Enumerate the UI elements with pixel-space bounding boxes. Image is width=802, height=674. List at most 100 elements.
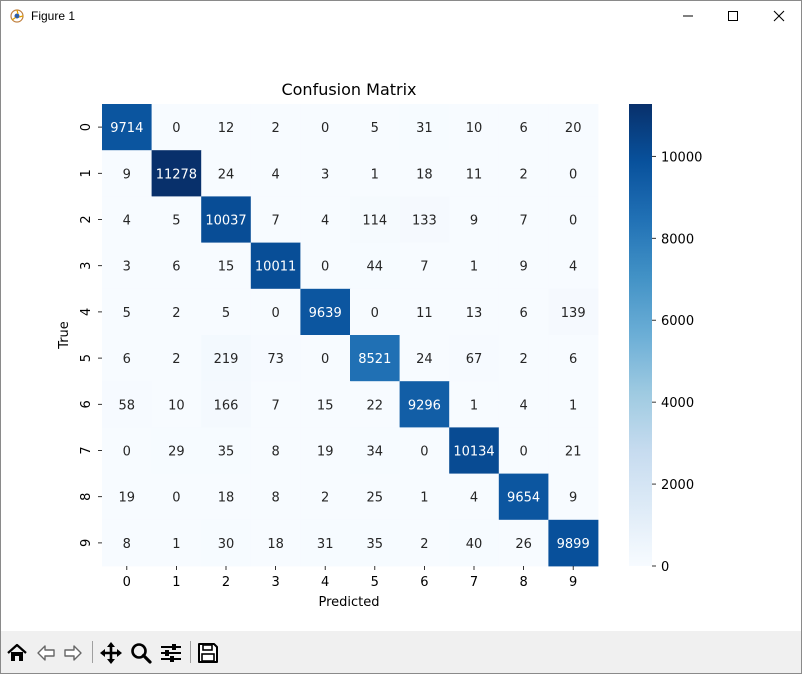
zoom-magnifier-icon xyxy=(131,643,152,664)
heatmap-cell xyxy=(399,150,450,197)
heatmap-cell xyxy=(498,519,549,567)
pan-button[interactable] xyxy=(98,640,124,666)
figure-canvas[interactable]: 9714 0 12 2 0 5 31 10 6 20 9 11278 24 4 3 1 18 11 2 0 4 5 1003… xyxy=(1,31,801,631)
heatmap-cell xyxy=(300,242,351,290)
heatmap-cell xyxy=(151,519,202,567)
title-bar[interactable]: Figure 1 xyxy=(1,1,801,31)
heatmap-cell xyxy=(449,519,500,567)
cell-value-label: 0 xyxy=(569,214,577,229)
y-tick-label: 9 xyxy=(79,539,94,547)
heatmap-cell xyxy=(449,242,500,290)
y-axis-label: True xyxy=(57,321,72,350)
heatmap-cell xyxy=(151,473,202,521)
app-icon xyxy=(9,8,25,24)
cell-value-label: 31 xyxy=(317,537,334,552)
heatmap-cell xyxy=(350,519,400,567)
heatmap-cell xyxy=(498,150,549,197)
heatmap-cell xyxy=(201,288,252,336)
cell-value-label: 0 xyxy=(371,306,379,321)
heatmap-cell xyxy=(399,335,450,382)
heatmap-cell xyxy=(350,288,400,336)
heatmap-cell xyxy=(201,335,252,382)
chart-title: Confusion Matrix xyxy=(281,80,416,99)
cell-value-label: 219 xyxy=(214,352,239,367)
cell-value-label: 0 xyxy=(321,260,329,275)
cell-value-label: 10037 xyxy=(205,214,246,229)
heatmap-cell xyxy=(548,288,599,336)
cell-value-label: 10134 xyxy=(453,445,494,460)
y-tick-label: 5 xyxy=(79,354,94,362)
cell-value-label: 19 xyxy=(317,445,334,460)
cell-value-label: 9 xyxy=(519,260,527,275)
cell-value-label: 7 xyxy=(271,214,279,229)
cell-value-label: 73 xyxy=(267,352,284,367)
heatmap-cell xyxy=(151,104,202,151)
cell-value-label: 6 xyxy=(519,306,527,321)
heatmap-cell xyxy=(151,288,202,336)
heatmap-cell xyxy=(201,242,252,290)
minimize-icon xyxy=(683,15,693,17)
cell-value-label: 3 xyxy=(321,167,329,182)
heatmap-cell xyxy=(350,473,400,521)
cell-value-label: 0 xyxy=(569,167,577,182)
heatmap-cell xyxy=(449,473,500,521)
cell-value-label: 11 xyxy=(416,306,433,321)
home-button[interactable] xyxy=(4,640,30,666)
toolbar-separator xyxy=(92,641,93,663)
cell-value-label: 12 xyxy=(218,121,235,136)
save-button[interactable] xyxy=(195,640,221,666)
cell-value-label: 34 xyxy=(367,445,384,460)
heatmap-cell xyxy=(102,381,152,428)
cell-value-label: 5 xyxy=(123,306,131,321)
cell-value-label: 1 xyxy=(470,398,478,413)
x-tick-label: 5 xyxy=(371,575,379,590)
cell-value-label: 8 xyxy=(123,537,131,552)
colorbar-tick-label: 4000 xyxy=(661,396,694,411)
heatmap-cell xyxy=(250,381,301,428)
heatmap-cell xyxy=(102,242,152,290)
cell-value-label: 18 xyxy=(416,167,433,182)
heatmap-cell xyxy=(498,335,549,382)
colorbar-tick-label: 0 xyxy=(661,560,669,575)
cell-value-label: 40 xyxy=(466,537,483,552)
colorbar-gradient xyxy=(629,104,652,566)
heatmap-cell xyxy=(102,288,152,336)
zoom-button[interactable] xyxy=(128,640,154,666)
cell-value-label: 24 xyxy=(218,167,235,182)
y-tick-label: 0 xyxy=(79,123,94,131)
heatmap-cell xyxy=(548,519,599,567)
cell-value-label: 15 xyxy=(317,398,334,413)
x-tick-label: 1 xyxy=(172,575,180,590)
heatmap-cell xyxy=(250,427,301,474)
configure-subplots-button[interactable] xyxy=(158,640,184,666)
y-tick-label: 2 xyxy=(79,215,94,223)
cell-value-label: 5 xyxy=(371,121,379,136)
heatmap-cell xyxy=(350,335,400,382)
confusion-matrix-chart: 9714 0 12 2 0 5 31 10 6 209 11278 24 4 3 1 18 11 2 04 5 1003… xyxy=(57,80,702,610)
cell-value-label: 0 xyxy=(519,445,527,460)
back-button[interactable] xyxy=(33,640,59,666)
y-tick-label: 7 xyxy=(79,446,94,454)
heatmap-cell xyxy=(449,150,500,197)
x-tick-label: 4 xyxy=(321,575,329,590)
forward-button[interactable] xyxy=(60,640,86,666)
x-axis-label: Predicted xyxy=(318,595,379,610)
heatmap-cell xyxy=(498,242,549,290)
cell-value-label: 166 xyxy=(214,398,239,413)
cell-value-label: 4 xyxy=(470,491,478,506)
heatmap-cell xyxy=(548,242,599,290)
heatmap-cell xyxy=(300,335,351,382)
y-tick-label: 6 xyxy=(79,400,94,408)
cell-value-label: 35 xyxy=(367,537,384,552)
heatmap-cell xyxy=(399,288,450,336)
toolbar-separator xyxy=(190,641,191,663)
cell-value-label: 2 xyxy=(519,352,527,367)
heatmap-cell xyxy=(151,335,202,382)
cell-value-label: 30 xyxy=(218,537,235,552)
minimize-button[interactable] xyxy=(665,1,711,31)
heatmap-cell xyxy=(350,104,400,151)
close-button[interactable] xyxy=(756,1,801,31)
maximize-button[interactable] xyxy=(710,1,756,31)
heatmap-cell xyxy=(102,519,152,567)
back-arrow-icon xyxy=(37,645,55,661)
